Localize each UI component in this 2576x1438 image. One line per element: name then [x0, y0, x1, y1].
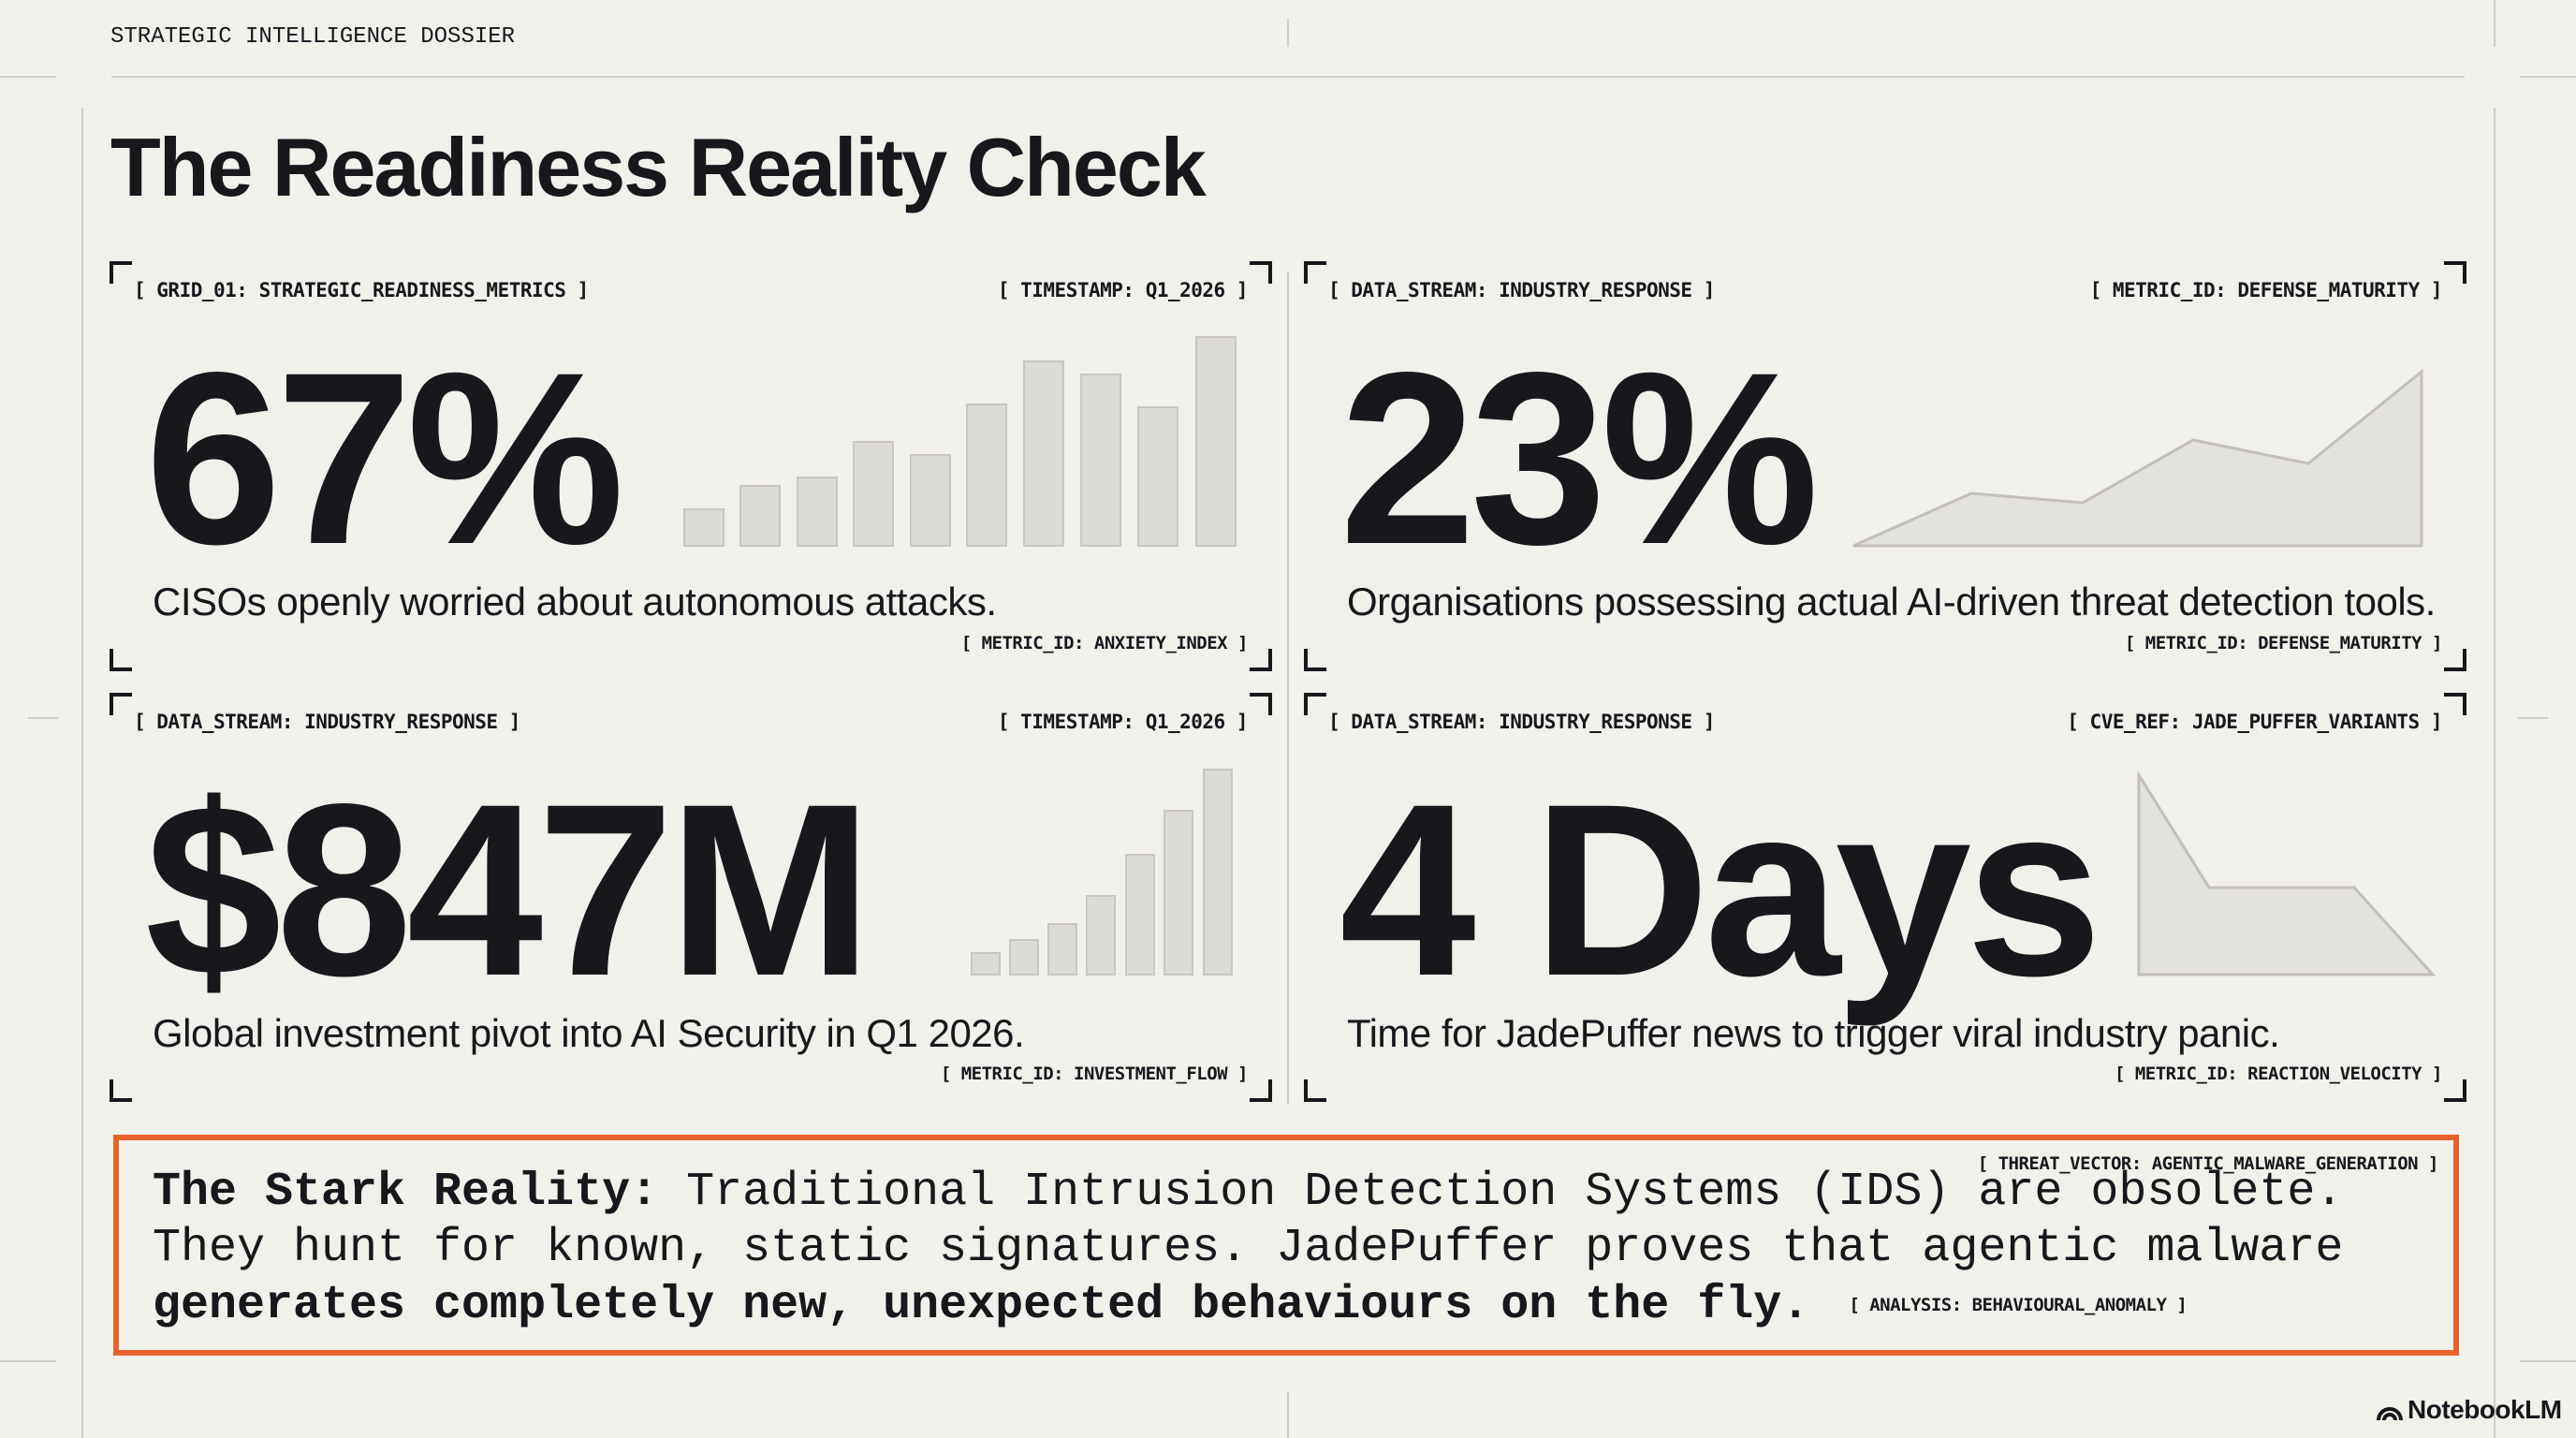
corner-bracket — [2444, 693, 2466, 715]
corner-bracket — [1250, 693, 1272, 715]
corner-bracket — [1304, 693, 1326, 715]
decor-bar — [1086, 895, 1116, 976]
brand-logo — [2377, 1407, 2403, 1421]
panel-value: 67% — [145, 321, 624, 595]
decor-area — [1852, 368, 2423, 548]
decor-bar — [1125, 854, 1155, 976]
decor-bar — [797, 477, 838, 547]
decor-area — [2137, 770, 2437, 976]
panel-tag-right: [ METRIC_ID: DEFENSE_MATURITY ] — [2089, 279, 2443, 301]
brand: NotebookLM — [2408, 1395, 2562, 1424]
decor-bar — [853, 441, 894, 547]
panel-value: 23% — [1339, 321, 1819, 595]
panel-tag-right: [ TIMESTAMP: Q1_2026 ] — [997, 711, 1249, 733]
callout-text: The Stark Reality: Traditional Intrusion… — [153, 1165, 2437, 1334]
corner-bracket — [2444, 261, 2466, 284]
panel-caption: Organisations possessing actual AI-drive… — [1347, 580, 2436, 624]
decor-bar — [1137, 406, 1178, 547]
panel-footer-tag: [ METRIC_ID: INVESTMENT_FLOW ] — [940, 1064, 1249, 1084]
panel-tag-left: [ GRID_01: STRATEGIC_READINESS_METRICS ] — [134, 279, 589, 301]
panel-caption: Global investment pivot into AI Security… — [153, 1011, 1025, 1055]
decor-bar — [1023, 360, 1064, 547]
panel-tag-right: [ CVE_REF: JADE_PUFFER_VARIANTS ] — [2067, 711, 2442, 733]
callout-footer-tag: [ ANALYSIS: BEHAVIOURAL_ANOMALY ] — [1849, 1295, 2188, 1315]
panel-tag-left: [ DATA_STREAM: INDUSTRY_RESPONSE ] — [1328, 279, 1715, 301]
panel-caption: CISOs openly worried about autonomous at… — [153, 580, 997, 624]
header-label: STRATEGIC INTELLIGENCE DOSSIER — [110, 24, 516, 50]
panel-value: 4 Days — [1339, 753, 2102, 1027]
decor-bars-3 — [971, 769, 1233, 976]
callout-body: Traditional Intrusion Detection Systems … — [153, 1166, 2344, 1275]
corner-bracket — [1304, 649, 1326, 671]
title: The Readiness Reality Check — [110, 121, 1207, 213]
corner-bracket — [1304, 1079, 1326, 1102]
decor-bar — [1195, 336, 1237, 547]
callout-tag: [ THREAT_VECTOR: AGENTIC_MALWARE_GENERAT… — [1977, 1153, 2439, 1174]
decor-bar — [966, 404, 1007, 547]
decor-bar — [1164, 810, 1193, 976]
corner-bracket — [1250, 649, 1272, 671]
corner-brackets — [110, 261, 2466, 1102]
corner-bracket — [1304, 261, 1326, 284]
panel-footer-tag: [ METRIC_ID: ANXIETY_INDEX ] — [960, 633, 1249, 653]
panel-value: $847M — [145, 753, 872, 1027]
panel-tag-right: [ TIMESTAMP: Q1_2026 ] — [997, 279, 1249, 301]
decor-bar — [910, 454, 951, 547]
corner-bracket — [1250, 261, 1272, 284]
decor-bar — [683, 508, 724, 547]
corner-bracket — [1250, 1079, 1272, 1102]
decor-bar — [1080, 374, 1121, 547]
decor-bar — [971, 952, 1001, 976]
callout-lead: The Stark Reality: — [153, 1166, 659, 1219]
panel-tag-left: [ DATA_STREAM: INDUSTRY_RESPONSE ] — [1328, 711, 1715, 733]
callout: [ THREAT_VECTOR: AGENTIC_MALWARE_GENERAT… — [113, 1135, 2459, 1356]
panel-footer-tag: [ METRIC_ID: DEFENSE_MATURITY ] — [2124, 633, 2443, 653]
decor-bar — [1203, 769, 1233, 976]
decor-bars-1 — [683, 336, 1237, 547]
panel-tag-left: [ DATA_STREAM: INDUSTRY_RESPONSE ] — [134, 711, 520, 733]
panel-footer-tag: [ METRIC_ID: REACTION_VELOCITY ] — [2114, 1064, 2443, 1084]
decor-bar — [739, 485, 781, 547]
decor-bar — [1047, 923, 1077, 976]
corner-bracket — [110, 693, 132, 715]
corner-bracket — [2444, 1079, 2466, 1102]
corner-bracket — [110, 1079, 132, 1102]
corner-bracket — [110, 649, 132, 671]
corner-bracket — [110, 261, 132, 284]
corner-bracket — [2444, 649, 2466, 671]
callout-emphasis: generates completely new, unexpected beh… — [153, 1279, 1810, 1333]
panel-caption: Time for JadePuffer news to trigger vira… — [1347, 1011, 2280, 1055]
decor-bar — [1009, 939, 1039, 976]
